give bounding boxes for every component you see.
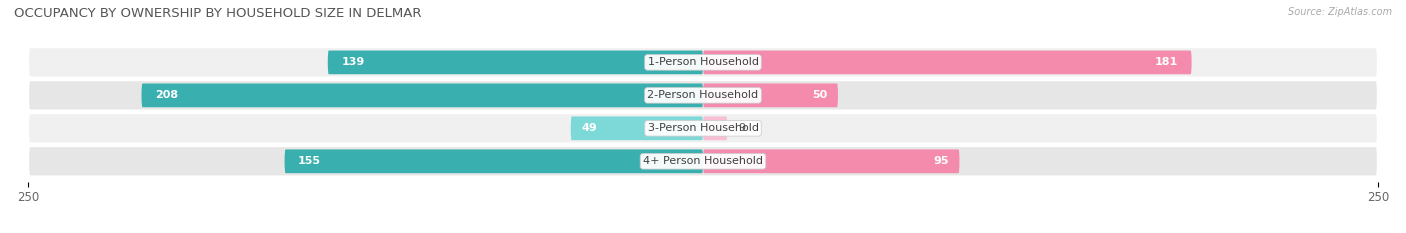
Legend: Owner-occupied, Renter-occupied: Owner-occupied, Renter-occupied (588, 230, 818, 233)
Text: 4+ Person Household: 4+ Person Household (643, 156, 763, 166)
FancyBboxPatch shape (28, 146, 1378, 176)
FancyBboxPatch shape (703, 83, 838, 107)
FancyBboxPatch shape (142, 83, 703, 107)
FancyBboxPatch shape (703, 116, 727, 140)
FancyBboxPatch shape (328, 51, 703, 74)
Text: 95: 95 (934, 156, 949, 166)
Text: Source: ZipAtlas.com: Source: ZipAtlas.com (1288, 7, 1392, 17)
Text: 181: 181 (1154, 57, 1178, 67)
FancyBboxPatch shape (571, 116, 703, 140)
Text: 9: 9 (738, 123, 745, 133)
Text: OCCUPANCY BY OWNERSHIP BY HOUSEHOLD SIZE IN DELMAR: OCCUPANCY BY OWNERSHIP BY HOUSEHOLD SIZE… (14, 7, 422, 20)
FancyBboxPatch shape (703, 149, 959, 173)
Text: 2-Person Household: 2-Person Household (647, 90, 759, 100)
Text: 3-Person Household: 3-Person Household (648, 123, 758, 133)
FancyBboxPatch shape (284, 149, 703, 173)
Text: 208: 208 (155, 90, 179, 100)
FancyBboxPatch shape (703, 51, 1192, 74)
Text: 1-Person Household: 1-Person Household (648, 57, 758, 67)
FancyBboxPatch shape (28, 113, 1378, 144)
Text: 50: 50 (811, 90, 827, 100)
FancyBboxPatch shape (28, 47, 1378, 78)
Text: 139: 139 (342, 57, 364, 67)
Text: 49: 49 (582, 123, 598, 133)
Text: 155: 155 (298, 156, 321, 166)
FancyBboxPatch shape (28, 80, 1378, 110)
